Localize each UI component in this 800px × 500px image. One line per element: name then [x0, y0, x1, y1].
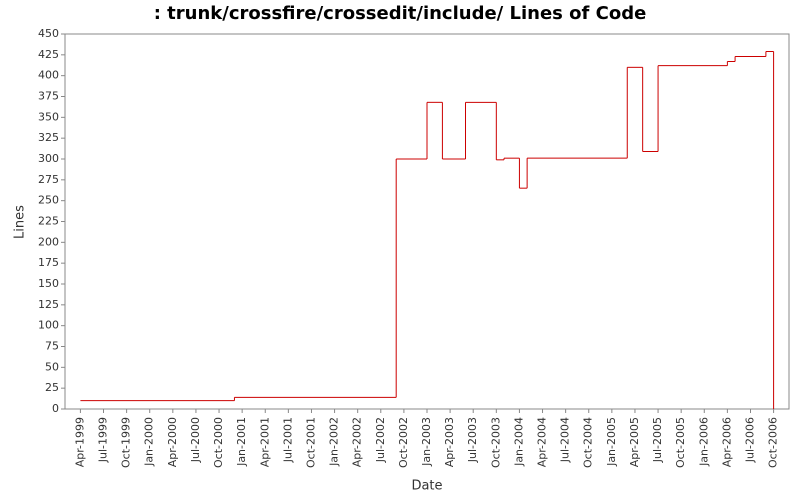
x-tick-label: Apr-2001 [258, 417, 271, 467]
x-tick-label: Oct-2002 [397, 417, 410, 468]
x-tick-label: Oct-2001 [304, 417, 317, 468]
y-tick-label: 175 [38, 256, 59, 269]
y-tick-label: 350 [38, 110, 59, 123]
x-tick-label: Apr-1999 [73, 417, 86, 467]
chart-title: : trunk/crossfire/crossedit/include/ Lin… [154, 3, 647, 24]
y-tick-label: 400 [38, 69, 59, 82]
x-tick-label: Oct-2004 [582, 417, 595, 468]
x-tick-label: Jan-2004 [512, 417, 525, 467]
x-tick-label: Apr-2002 [351, 417, 364, 467]
x-tick-label: Apr-2006 [720, 417, 733, 467]
x-tick-label: Oct-2003 [489, 417, 502, 468]
x-tick-label: Jul-2003 [466, 417, 479, 463]
y-tick-label: 150 [38, 277, 59, 290]
plot-frame [64, 33, 790, 410]
y-tick-label: 375 [38, 90, 59, 103]
x-tick-label: Jan-2006 [697, 417, 710, 467]
y-tick-label: 275 [38, 173, 59, 186]
y-tick-label: 100 [38, 319, 59, 332]
y-tick-label: 225 [38, 215, 59, 228]
y-tick-label: 450 [38, 27, 59, 40]
x-tick-label: Jan-2002 [328, 417, 341, 467]
x-tick-label: Jul-2000 [189, 417, 202, 463]
x-tick-label: Apr-2004 [536, 417, 549, 467]
x-tick-label: Jul-2006 [743, 417, 756, 463]
x-tick-label: Jan-2005 [605, 417, 618, 467]
x-tick-label: Oct-2000 [212, 417, 225, 468]
x-tick-label: Oct-2005 [674, 417, 687, 468]
x-tick-label: Oct-1999 [120, 417, 133, 468]
y-tick-label: 425 [38, 48, 59, 61]
x-tick-label: Oct-2006 [767, 417, 780, 468]
y-tick-label: 125 [38, 298, 59, 311]
y-tick-label: 25 [45, 381, 59, 394]
x-tick-label: Jul-1999 [97, 417, 110, 463]
x-tick-label: Jul-2005 [651, 417, 664, 463]
y-tick-label: 0 [52, 402, 59, 415]
y-tick-label: 75 [45, 340, 59, 353]
y-tick-label: 50 [45, 360, 59, 373]
x-tick-label: Apr-2005 [628, 417, 641, 467]
x-tick-label: Jul-2001 [281, 417, 294, 463]
x-tick-label: Jan-2003 [420, 417, 433, 467]
x-tick-label: Apr-2000 [166, 417, 179, 467]
y-axis-title: Lines [13, 205, 28, 239]
x-axis-title: Date [411, 479, 442, 494]
x-tick-label: Apr-2003 [443, 417, 456, 467]
y-tick-label: 250 [38, 194, 59, 207]
x-tick-label: Jan-2001 [235, 417, 248, 467]
x-tick-label: Jul-2002 [374, 417, 387, 463]
y-tick-label: 200 [38, 235, 59, 248]
y-tick-label: 325 [38, 131, 59, 144]
x-tick-label: Jan-2000 [143, 417, 156, 467]
y-tick-label: 300 [38, 152, 59, 165]
x-tick-label: Jul-2004 [559, 417, 572, 463]
